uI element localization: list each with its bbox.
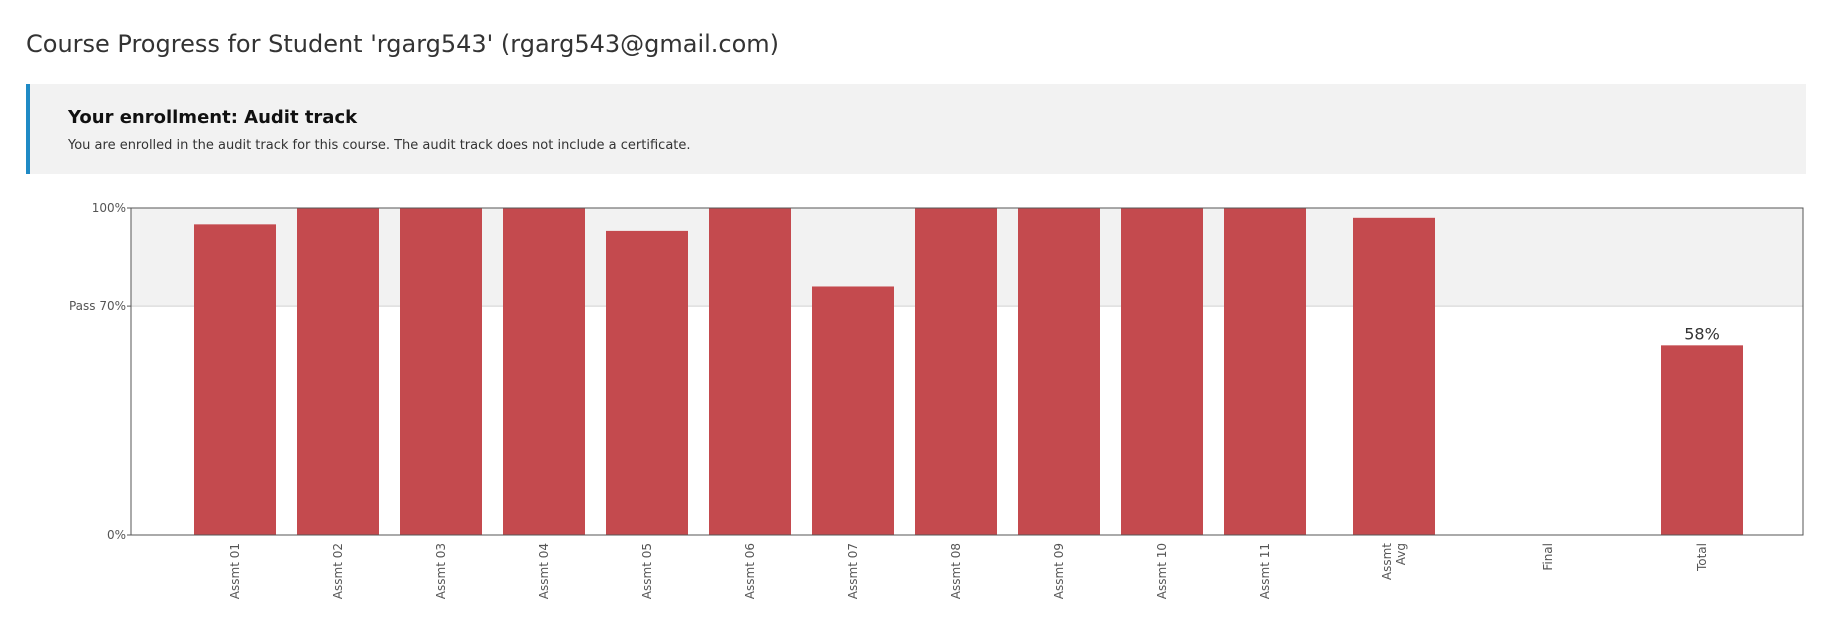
x-tick-label-text: Assmt 07 xyxy=(846,543,860,599)
x-tick-label: Assmt 09 xyxy=(1052,543,1066,599)
y-tick-label: 0% xyxy=(107,528,126,542)
x-tick-label-text: Assmt 10 xyxy=(1155,543,1169,599)
bar xyxy=(1121,208,1203,535)
x-tick-label-text: Total xyxy=(1695,543,1709,572)
x-axis: Assmt 01 Assmt 02 Assmt 03 Assmt 04 Assmt 05… xyxy=(228,543,1709,599)
x-tick-label: AssmtAvg xyxy=(1380,543,1408,580)
x-tick-label-line: Assmt 02 xyxy=(331,543,345,599)
page-title: Course Progress for Student 'rgarg543' (… xyxy=(26,30,780,58)
x-tick-label-line: Final xyxy=(1541,543,1555,571)
x-tick-label-text: Assmt 04 xyxy=(537,543,551,599)
x-tick-label-text: Assmt 02 xyxy=(331,543,345,599)
x-tick-label-line: Assmt 08 xyxy=(949,543,963,599)
x-tick-label-text: AssmtAvg xyxy=(1380,543,1408,580)
bar xyxy=(1353,217,1435,535)
x-tick-label: Assmt 05 xyxy=(640,543,654,599)
bar xyxy=(1018,208,1100,535)
x-tick-label-text: Assmt 05 xyxy=(640,543,654,599)
x-tick-label-line: Total xyxy=(1695,543,1709,572)
bar xyxy=(1224,208,1306,535)
x-tick-label: Final xyxy=(1541,543,1555,571)
bar-series xyxy=(194,208,1743,535)
x-tick-label: Total xyxy=(1695,543,1709,572)
bar xyxy=(400,208,482,535)
x-tick-label-text: Assmt 01 xyxy=(228,543,242,599)
x-tick-label-line: Assmt 01 xyxy=(228,543,242,599)
y-tick-label: Pass 70% xyxy=(69,299,126,313)
x-tick-label-line: Assmt 10 xyxy=(1155,543,1169,599)
x-tick-label-line: Assmt 11 xyxy=(1258,543,1272,599)
x-tick-label: Assmt 11 xyxy=(1258,543,1272,599)
x-tick-label: Assmt 01 xyxy=(228,543,242,599)
x-tick-label-line: Assmt 05 xyxy=(640,543,654,599)
x-tick-label-text: Assmt 09 xyxy=(1052,543,1066,599)
data-labels: 58% xyxy=(1684,324,1720,343)
bar xyxy=(606,230,688,535)
x-tick-label: Assmt 08 xyxy=(949,543,963,599)
x-tick-label-line: Assmt 07 xyxy=(846,543,860,599)
x-tick-label: Assmt 04 xyxy=(537,543,551,599)
bar xyxy=(1661,345,1743,535)
x-tick-label-text: Assmt 08 xyxy=(949,543,963,599)
x-tick-label: Assmt 07 xyxy=(846,543,860,599)
bar xyxy=(297,208,379,535)
enrollment-heading: Your enrollment: Audit track xyxy=(68,107,358,128)
bar xyxy=(915,208,997,535)
y-tick-label: 100% xyxy=(92,201,126,215)
x-tick-label-line: Assmt xyxy=(1380,543,1394,580)
data-label: 58% xyxy=(1684,324,1720,343)
x-tick-label: Assmt 10 xyxy=(1155,543,1169,599)
x-tick-label-line: Assmt 06 xyxy=(743,543,757,599)
bar xyxy=(194,224,276,535)
x-tick-label: Assmt 03 xyxy=(434,543,448,599)
x-tick-label-line: Assmt 03 xyxy=(434,543,448,599)
x-tick-label-text: Assmt 11 xyxy=(1258,543,1272,599)
x-tick-label: Assmt 02 xyxy=(331,543,345,599)
x-tick-label-text: Final xyxy=(1541,543,1555,571)
enrollment-message-box: Your enrollment: Audit track You are enr… xyxy=(26,84,1806,174)
plot-frame xyxy=(130,207,1804,536)
bar xyxy=(709,208,791,535)
x-tick-label-text: Assmt 06 xyxy=(743,543,757,599)
enrollment-message: You are enrolled in the audit track for … xyxy=(68,138,691,153)
x-tick-label-line: Assmt 04 xyxy=(537,543,551,599)
bar xyxy=(812,286,894,535)
y-axis: 100% Pass 70% 0% xyxy=(69,201,131,542)
bar xyxy=(503,208,585,535)
x-tick-label-text: Assmt 03 xyxy=(434,543,448,599)
x-tick-label: Assmt 06 xyxy=(743,543,757,599)
x-tick-label-line: Assmt 09 xyxy=(1052,543,1066,599)
x-tick-label-line: Avg xyxy=(1394,543,1408,565)
